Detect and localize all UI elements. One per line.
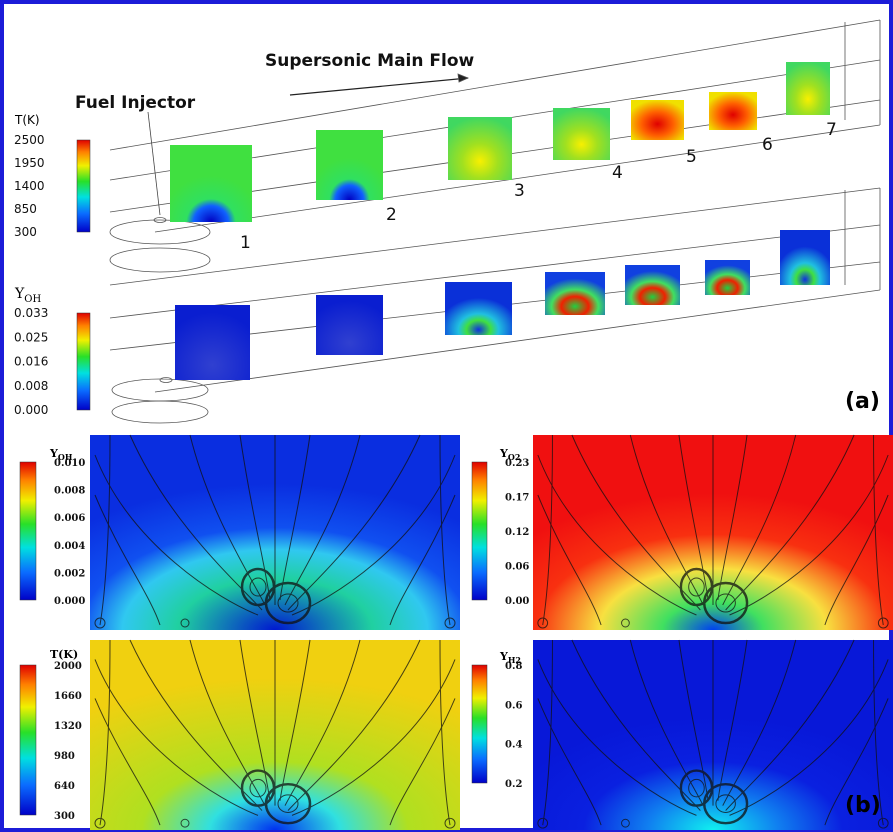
panel-b: [90, 433, 893, 830]
contour-slice: [709, 92, 757, 130]
colorbar-tick-label: 1950: [14, 156, 45, 170]
contour-slice: [553, 108, 610, 160]
slice-label: 7: [826, 120, 837, 140]
colorbar-tick-label: 300: [14, 225, 37, 239]
colorbar: [76, 312, 91, 411]
slice-label: 6: [762, 135, 773, 155]
colorbar-tick-label: 0.008: [54, 486, 85, 497]
contour-slice: [786, 62, 830, 115]
colorbar-tick-label: 2000: [54, 661, 82, 672]
colorbar-tick-label: 0.006: [54, 513, 85, 524]
colorbar: [19, 664, 37, 816]
colorbar-tick-label: 0.12: [505, 527, 529, 538]
contour-slice: [705, 260, 750, 295]
contour-slice: [545, 272, 605, 315]
colorbar-tick-label: 1400: [14, 179, 45, 193]
panel-label: (b): [845, 793, 881, 818]
colorbar-tick-label: 980: [54, 751, 75, 762]
colorbar-title: T(K): [14, 113, 40, 127]
colorbar-title: YOH: [14, 286, 41, 305]
title-subscript: OH: [24, 294, 41, 305]
colorbar-tick-label: 0.2: [505, 779, 522, 790]
colorbar-tick-label: 0.033: [14, 306, 48, 320]
flow-label: Supersonic Main Flow: [265, 51, 475, 71]
colorbar-tick-label: 0.000: [14, 403, 48, 417]
colorbar-tick-label: 0.025: [14, 330, 48, 344]
slice-label: 2: [386, 205, 397, 225]
colorbar-tick-label: 0.06: [505, 562, 529, 573]
colorbar-tick-label: 0.6: [505, 700, 522, 711]
colorbar-tick-label: 0.00: [505, 596, 529, 607]
title-symbol: Y: [499, 650, 508, 663]
colorbar-tick-label: 0.008: [14, 379, 48, 393]
title-subscript: O2: [508, 452, 521, 462]
title-subscript: OH: [58, 452, 73, 462]
title-symbol: Y: [14, 286, 25, 302]
colorbar-tick-label: 0.17: [505, 493, 529, 504]
colorbar-title: YO2: [499, 447, 520, 462]
colorbar-tick-label: 850: [14, 202, 37, 216]
colorbar-tick-label: 0.8: [505, 661, 522, 672]
colorbar-tick-label: 0.016: [14, 355, 48, 369]
colorbar: [19, 461, 37, 601]
contour-slice: [448, 117, 512, 180]
slice-label: 3: [514, 181, 525, 201]
contour-slice: [175, 305, 250, 380]
colorbar: [471, 461, 488, 601]
colorbar-tick-label: 1660: [54, 691, 82, 702]
colorbar: [76, 139, 91, 233]
title-symbol: Y: [499, 447, 508, 460]
contour-slice: [316, 130, 383, 200]
colorbar-title: YH2: [499, 650, 521, 665]
colorbar-tick-label: 0.004: [54, 541, 85, 552]
contour-slice: [631, 100, 684, 140]
colorbar: [471, 664, 488, 784]
colorbar-title: YOH: [49, 447, 73, 462]
colorbar-tick-label: 300: [54, 811, 75, 822]
colorbar-tick-label: 640: [54, 781, 75, 792]
colorbar-tick-label: 0.010: [54, 458, 85, 469]
slices: [170, 62, 830, 380]
slice-label: 4: [612, 163, 623, 183]
title-subscript: H2: [508, 655, 521, 665]
panel-label: (a): [845, 389, 880, 414]
colorbar-tick-label: 2500: [14, 133, 45, 147]
contour-slice: [316, 295, 383, 355]
contour-slice: [445, 282, 512, 335]
colorbar-tick-label: 0.4: [505, 740, 522, 751]
contour-slice: [170, 145, 252, 222]
contour-slice: [625, 265, 680, 305]
colorbar-tick-label: 0.002: [54, 568, 85, 579]
slice-label: 5: [686, 147, 697, 167]
injector-label: Fuel Injector: [75, 93, 196, 113]
title-symbol: T(K): [50, 648, 78, 661]
title-symbol: Y: [49, 447, 58, 460]
colorbar-tick-label: 0.23: [505, 458, 529, 469]
colorbar-tick-label: 0.000: [54, 596, 85, 607]
colorbar-title: T(K): [50, 648, 78, 661]
slice-label: 1: [240, 233, 251, 253]
colorbar-tick-label: 1320: [54, 721, 82, 732]
contour-slice: [780, 230, 830, 285]
